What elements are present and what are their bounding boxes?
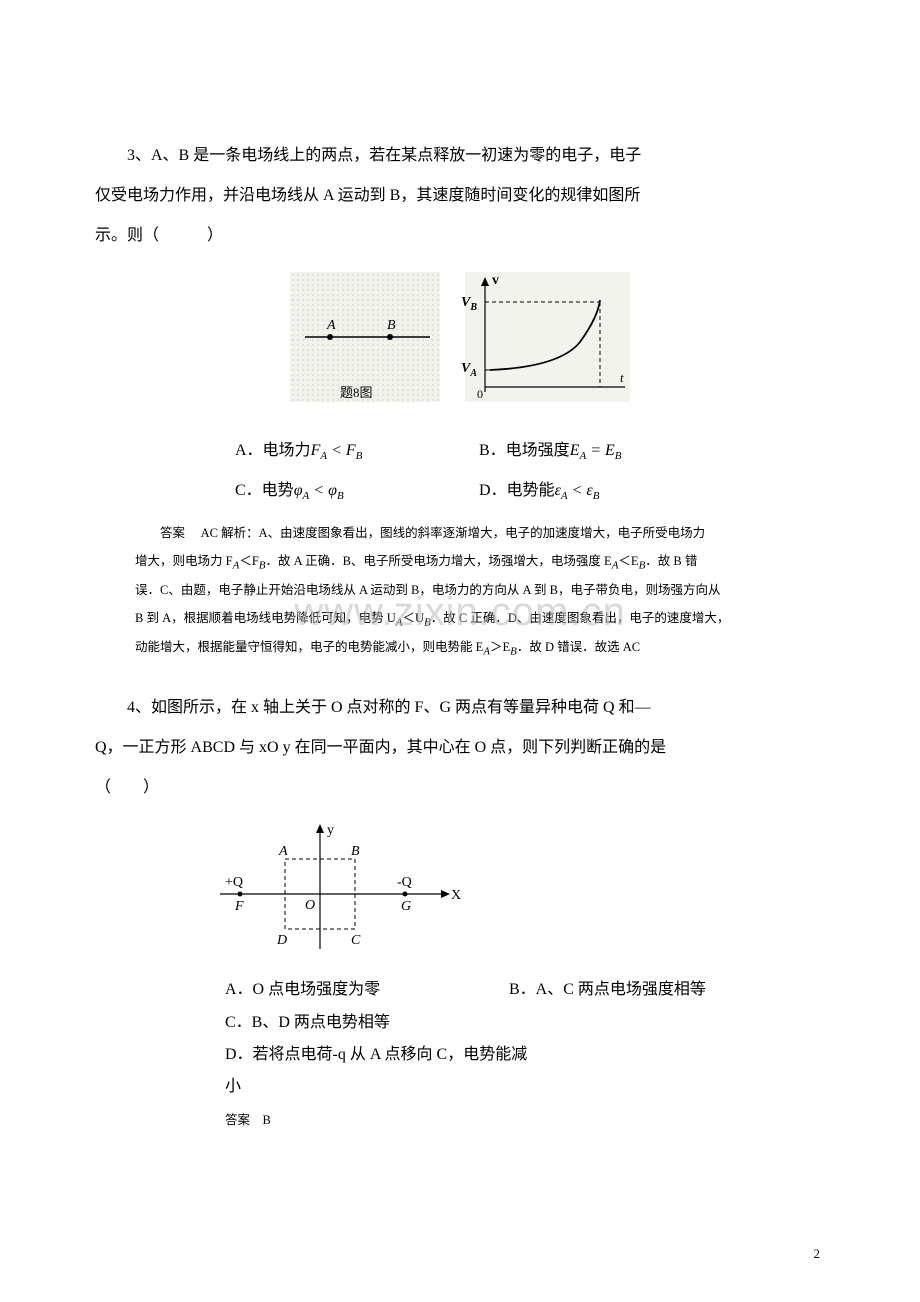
question-4: 4、如图所示，在 x 轴上关于 O 点对称的 F、G 两点有等量异种电荷 Q 和…: [95, 692, 825, 1128]
q3-opt-B: B．电场强度EA = EB: [479, 433, 719, 468]
q3-optD-formula: εA < εB: [555, 482, 600, 499]
q4-figure: +Q F -Q G A B C D O X y: [205, 814, 465, 959]
q4-stem-1: 4、如图所示，在 x 轴上关于 O 点对称的 F、G 两点有等量异种电荷 Q 和…: [95, 692, 825, 724]
q3-stem-3: 示。则（ ）: [95, 220, 825, 252]
page: www.zixin.com.cn 3、A、B 是一条电场线上的两点，若在某点释放…: [0, 0, 920, 1302]
zero-label: 0: [477, 387, 483, 401]
x-arrow: [441, 890, 450, 898]
q3-optD-prefix: D．电势能: [479, 482, 555, 499]
q3-row-AB: A．电场力FA < FB B．电场强度EA = EB: [235, 432, 825, 468]
x-label: X: [451, 888, 461, 903]
q3-optB-prefix: B．电场强度: [479, 442, 570, 459]
q4-optD-cont: 小: [225, 1071, 825, 1103]
q3-optC-prefix: C．电势: [235, 482, 294, 499]
q3-answer: 答案 AC 解析：A、由速度图象看出，图线的斜率逐渐增大，电子的加速度增大，电子…: [135, 520, 785, 664]
A-label: A: [278, 844, 288, 859]
q3-optC-formula: φA < φB: [294, 482, 344, 499]
F-dot: [238, 892, 243, 897]
q3-figure: A B 题8图 v t 0 VB VA: [280, 262, 640, 417]
q3-optB-formula: EA = EB: [570, 442, 622, 459]
q3-opt-D: D．电势能εA < εB: [479, 473, 719, 508]
q3-ans-5: 动能增大，根据能量守恒得知，电子的电势能减小，则电势能 EA＞EB．故 D 错误…: [135, 634, 785, 664]
t-label: t: [620, 370, 624, 385]
q4-stem-2: Q，一正方形 ABCD 与 xO y 在同一平面内，其中心在 O 点，则下列判断…: [95, 732, 825, 764]
q4-opt-C: C．B、D 两点电势相等: [225, 1007, 445, 1039]
q3-right-bg: [465, 272, 630, 402]
G-label: G: [401, 899, 411, 914]
C-label: C: [351, 933, 361, 948]
minusQ-label: -Q: [397, 875, 412, 890]
q3-stem-2: 仅受电场力作用，并沿电场线从 A 运动到 B，其速度随时间变化的规律如图所: [95, 180, 825, 212]
q3-ans-2: 增大，则电场力 FA＜FB．故 A 正确．B、电子所受电场力增大，场强增大，电场…: [135, 548, 785, 578]
q4-row-CD: C．B、D 两点电势相等 D．若将点电荷-q 从 A 点移向 C，电势能减: [225, 1006, 825, 1071]
page-number: 2: [814, 1246, 821, 1262]
q3-row-CD: C．电势φA < φB D．电势能εA < εB: [235, 472, 825, 508]
q4-opt-D: D．若将点电荷-q 从 A 点移向 C，电势能减: [225, 1039, 625, 1071]
q3-ans-1: 答案 AC 解析：A、由速度图象看出，图线的斜率逐渐增大，电子的加速度增大，电子…: [135, 520, 785, 548]
q4-figure-row: +Q F -Q G A B C D O X y: [205, 814, 825, 964]
label-A: A: [326, 318, 336, 333]
q3-ans-4: B 到 A，根据顺着电场线电势降低可知，电势 UA＜UB．故 C 正确．D、由速…: [135, 605, 785, 635]
label-B: B: [387, 318, 396, 333]
q3-figure-row: A B 题8图 v t 0 VB VA: [95, 262, 825, 422]
q4-stem-3: （ ）: [95, 772, 825, 804]
q4-opt-A: A．O 点电场强度为零: [225, 974, 505, 1006]
question-3: 3、A、B 是一条电场线上的两点，若在某点释放一初速为零的电子，电子 仅受电场力…: [95, 140, 825, 664]
O-label: O: [305, 898, 315, 913]
q3-stem-1: 3、A、B 是一条电场线上的两点，若在某点释放一初速为零的电子，电子: [95, 140, 825, 172]
D-label: D: [276, 933, 287, 948]
q3-optA-formula: FA < FB: [311, 442, 363, 459]
q4-opt-B: B．A、C 两点电场强度相等: [509, 974, 749, 1006]
q3-caption: 题8图: [340, 385, 373, 400]
q3-options: A．电场力FA < FB B．电场强度EA = EB C．电势φA < φB D…: [235, 432, 825, 508]
point-B-dot: [387, 334, 393, 340]
point-A-dot: [327, 334, 333, 340]
B-label: B: [351, 844, 360, 859]
v-label: v: [492, 273, 499, 288]
plusQ-label: +Q: [225, 875, 243, 890]
q3-opt-A: A．电场力FA < FB: [235, 433, 475, 468]
q3-ans-1-text: 答案 AC 解析：A、由速度图象看出，图线的斜率逐渐增大，电子的加速度增大，电子…: [160, 526, 705, 540]
q3-opt-C: C．电势φA < φB: [235, 473, 475, 508]
q3-ans-3: 误．C、由题，电子静止开始沿电场线从 A 运动到 B，电场力的方向从 A 到 B…: [135, 577, 785, 605]
y-label: y: [327, 823, 334, 838]
q3-optA-prefix: A．电场力: [235, 442, 311, 459]
y-arrow: [316, 824, 324, 833]
q4-row-AB: A．O 点电场强度为零 B．A、C 两点电场强度相等: [225, 974, 825, 1006]
q4-answer: 答案 B: [225, 1109, 825, 1128]
F-label: F: [234, 899, 244, 914]
G-dot: [403, 892, 408, 897]
q4-options: A．O 点电场强度为零 B．A、C 两点电场强度相等 C．B、D 两点电势相等 …: [225, 974, 825, 1103]
